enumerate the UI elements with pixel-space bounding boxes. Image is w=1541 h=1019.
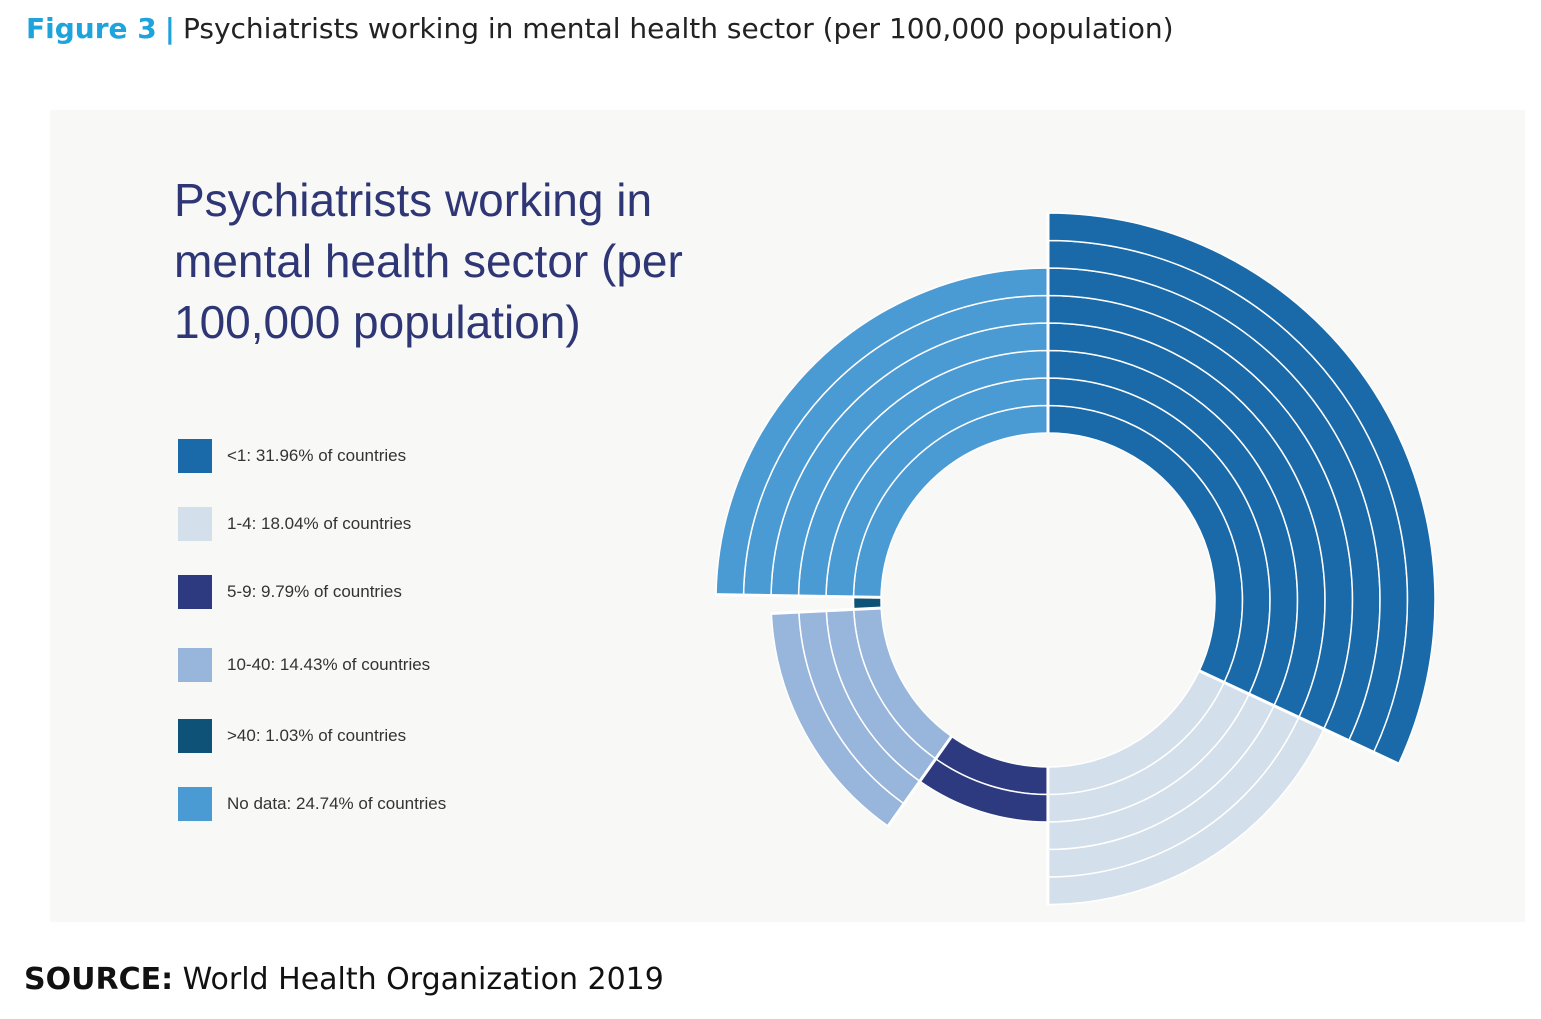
chart-segment-divider bbox=[1197, 668, 1401, 766]
chart-title: Psychiatrists working in mental health s… bbox=[174, 174, 683, 348]
figure-label: Figure 3 bbox=[26, 12, 157, 45]
chart-panel: Psychiatrists working in mental health s… bbox=[50, 110, 1525, 922]
legend-label: >40: 1.03% of countries bbox=[227, 726, 407, 745]
figure-title: Psychiatrists working in mental health s… bbox=[182, 12, 1174, 45]
chart-segment-divider bbox=[886, 734, 954, 828]
chart-segment-divider bbox=[770, 606, 883, 615]
radial-chart bbox=[715, 212, 1436, 906]
chart-segment-no-data bbox=[715, 267, 1049, 599]
legend-item-5-9: 5-9: 9.79% of countries bbox=[178, 575, 538, 609]
legend-swatch bbox=[178, 439, 212, 473]
figure-header: Figure 3 | Psychiatrists working in mental… bbox=[26, 12, 1174, 45]
legend-item-10-40: 10-40: 14.43% of countries bbox=[178, 648, 538, 682]
legend-label: No data: 24.74% of countries bbox=[227, 794, 447, 813]
legend-label: 10-40: 14.43% of countries bbox=[227, 655, 431, 674]
legend-label: 1-4: 18.04% of countries bbox=[227, 514, 412, 533]
legend-swatch bbox=[178, 507, 212, 541]
chart-segment-under-1 bbox=[1047, 212, 1436, 765]
legend-swatch bbox=[178, 648, 212, 682]
legend-swatch bbox=[178, 575, 212, 609]
legend-label: 5-9: 9.79% of countries bbox=[227, 582, 402, 601]
legend-item-no-data: No data: 24.74% of countries bbox=[178, 787, 538, 821]
source-note: SOURCE: World Health Organization 2019 bbox=[24, 962, 664, 997]
legend-swatch bbox=[178, 719, 212, 753]
legend-item-over-40: >40: 1.03% of countries bbox=[178, 719, 538, 753]
figure-separator: | bbox=[164, 12, 175, 45]
chart-segment-10-40 bbox=[770, 607, 953, 828]
legend-item-1-4: 1-4: 18.04% of countries bbox=[178, 507, 538, 541]
source-label: SOURCE: bbox=[24, 962, 174, 997]
chart-segment-1-4 bbox=[1047, 669, 1325, 906]
legend-item-under-1: <1: 31.96% of countries bbox=[178, 439, 538, 473]
chart-segment-divider bbox=[715, 593, 883, 599]
legend-label: <1: 31.96% of countries bbox=[227, 446, 407, 465]
source-text: World Health Organization 2019 bbox=[182, 962, 664, 997]
legend-swatch bbox=[178, 787, 212, 821]
